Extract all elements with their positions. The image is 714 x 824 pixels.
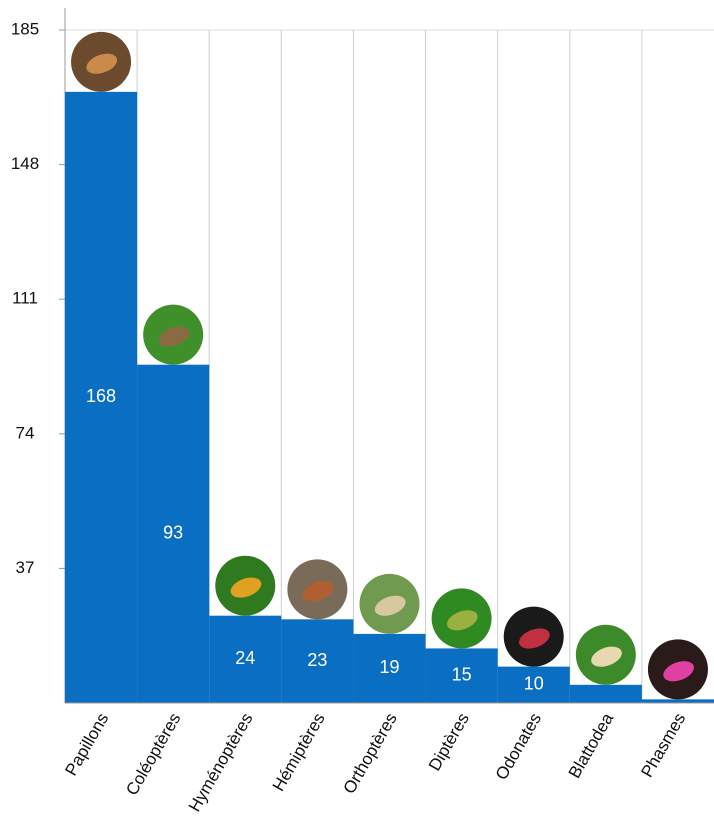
photo-subject [663,661,694,682]
bar [65,91,138,703]
bar [641,699,714,703]
bar [137,364,210,703]
bar [353,633,426,703]
x-tick-label: Diptères [425,710,473,774]
insect-photo [287,559,348,620]
x-tick-label: Odonates [492,710,545,783]
insect-photo [359,573,420,634]
photo-subject [230,577,262,598]
photo-subject [591,646,622,667]
value-label: 10 [524,674,544,694]
value-label: 15 [452,664,472,684]
x-tick-label: Coléoptères [122,710,184,799]
photo-subject [374,595,406,616]
insect-photo [143,304,204,365]
x-tick-label: Phasmes [637,710,689,781]
x-tick-label: Hyménoptères [185,710,257,815]
value-label: 93 [163,523,183,543]
x-tick-label: Blattodea [565,709,618,781]
value-label: 23 [307,650,327,670]
insect-photo [215,555,276,616]
y-tick-label: 111 [12,289,38,308]
x-tick-label: Hémiptères [269,710,329,795]
value-label: 168 [86,386,116,406]
x-tick-label: Orthoptères [340,710,401,797]
bar [425,648,498,703]
y-tick-label: 37 [16,558,35,577]
value-label: 24 [235,648,255,668]
value-label: 19 [379,657,399,677]
insect-photo [71,31,132,92]
x-tick-label: Papillons [61,710,112,779]
y-tick-label: 148 [11,154,39,173]
photo-subject [446,610,478,631]
photo-subject [158,326,190,347]
photo-subject [302,581,334,602]
bar [569,684,642,703]
insect-photo [431,588,492,649]
y-tick-label: 74 [16,423,35,442]
insect-photo [575,624,636,685]
photo-subject [519,628,550,649]
bar [209,615,282,703]
bar [497,666,570,703]
insect-photo [503,606,564,667]
photo-subject [86,53,118,74]
y-tick-label: 185 [11,19,39,38]
insect-photo [647,639,708,700]
bar [281,619,354,703]
